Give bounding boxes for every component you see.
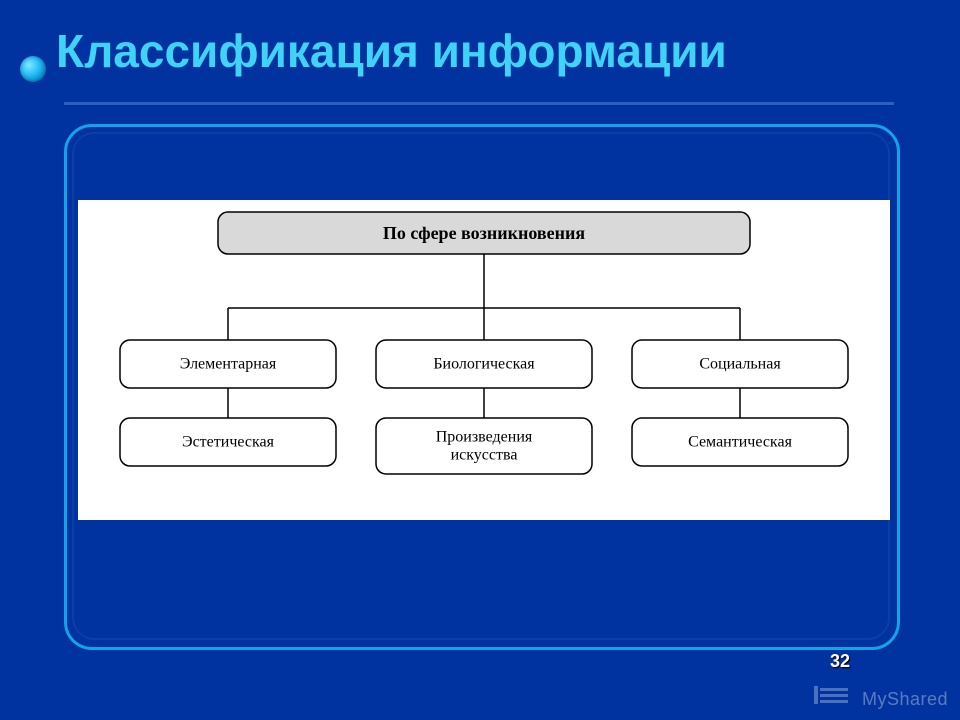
watermark-text: MyShared — [862, 689, 948, 710]
title-bullet — [20, 56, 46, 82]
node-label-c5: Произведения — [436, 428, 533, 445]
node-label-c2: Биологическая — [433, 356, 535, 373]
watermark-icon — [814, 684, 848, 708]
title-underline — [64, 102, 894, 106]
node-label-c3: Социальная — [699, 356, 781, 373]
node-label-c6: Семантическая — [688, 434, 792, 451]
slide: Классификация информации По сфере возник… — [0, 0, 960, 720]
root-label: По сфере возникновения — [383, 223, 586, 243]
node-label-c4: Эстетическая — [182, 434, 275, 451]
hierarchy-diagram: По сфере возникновения Элементарная Биолог… — [78, 200, 890, 520]
slide-title: Классификация информации — [56, 26, 727, 77]
page-number: 32 — [830, 651, 850, 672]
node-label-c1: Элементарная — [180, 356, 277, 373]
node-label-c5: искусства — [451, 447, 518, 464]
